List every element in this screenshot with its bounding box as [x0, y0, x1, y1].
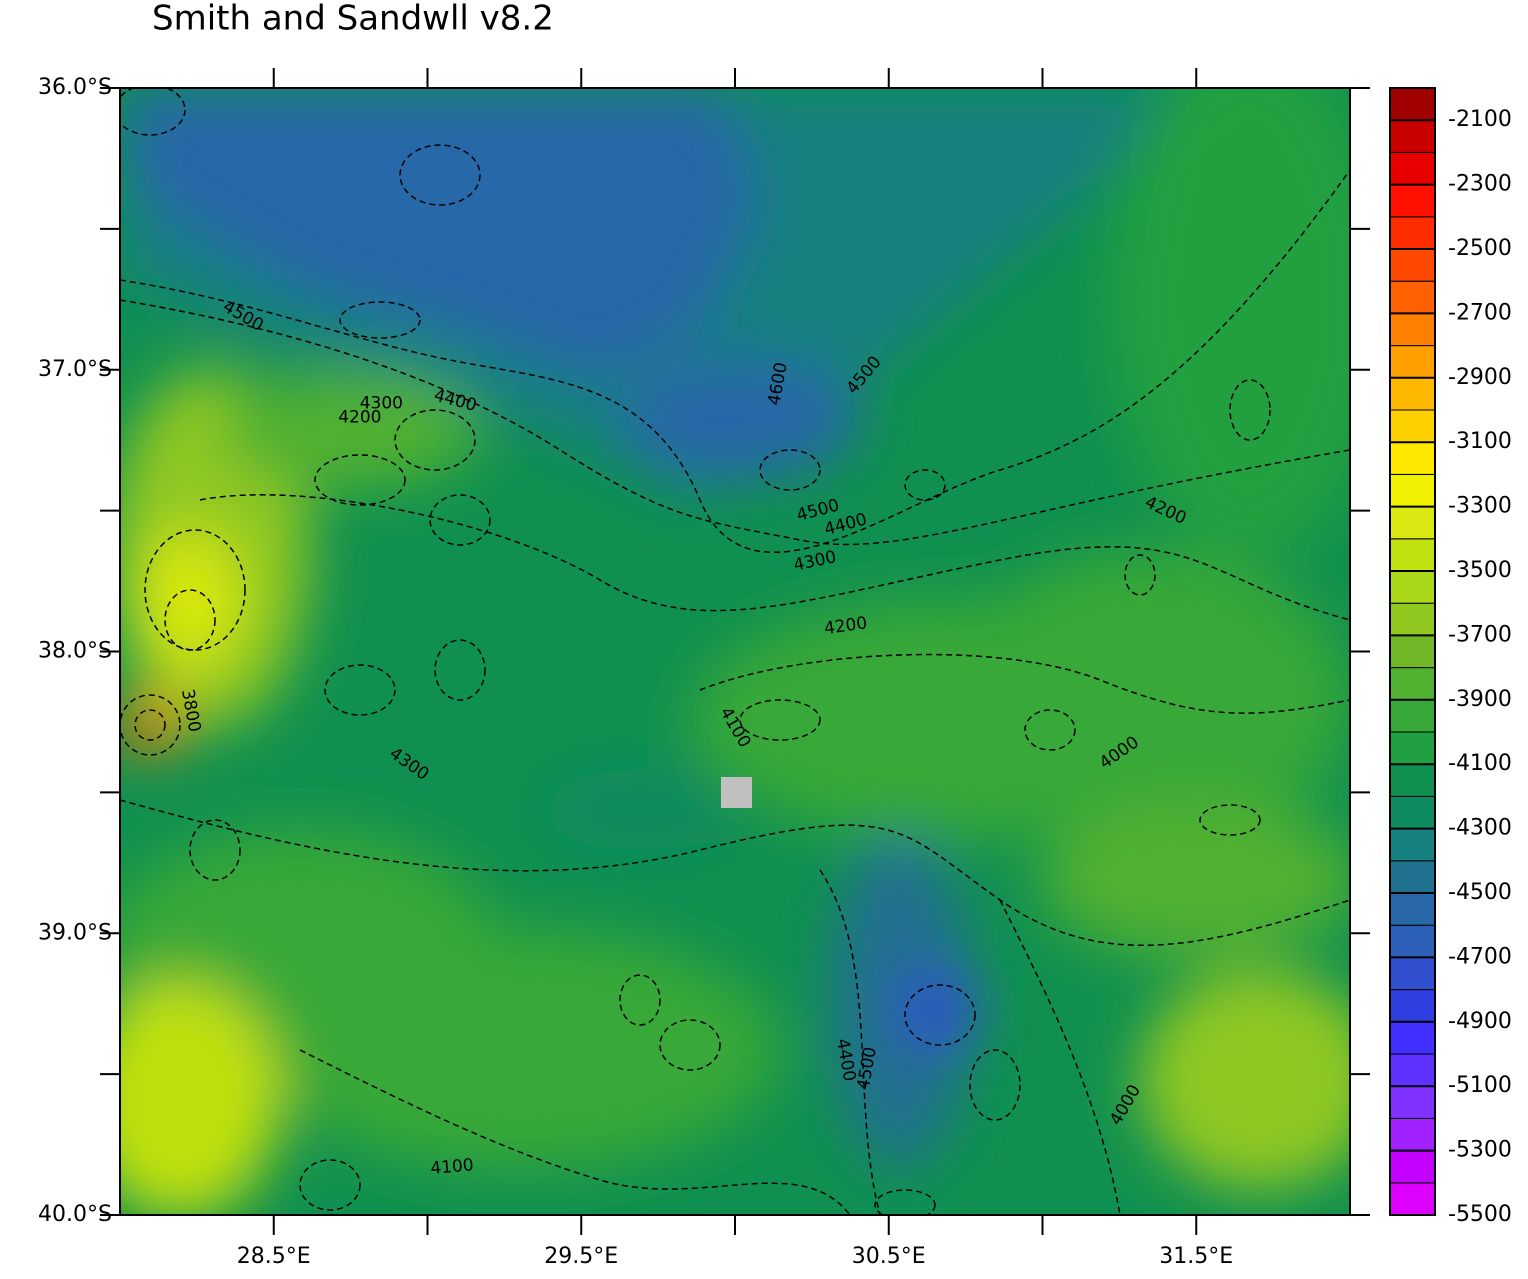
y-tick-label: 40.0°S — [38, 1202, 112, 1227]
colorbar-box — [1389, 248, 1436, 282]
colorbar-label: -3300 — [1448, 494, 1512, 519]
colorbar-label: -5100 — [1448, 1073, 1512, 1098]
colorbar-box — [1389, 989, 1436, 1023]
colorbar-box — [1389, 1117, 1436, 1152]
colorbar-box — [1389, 763, 1436, 797]
x-tick-label: 29.5°E — [544, 1244, 618, 1269]
colorbar-box — [1389, 795, 1436, 830]
y-tick-label: 39.0°S — [38, 920, 112, 945]
colorbar-box — [1389, 1150, 1436, 1184]
colorbar-label: -4900 — [1448, 1009, 1512, 1034]
colorbar-box — [1389, 87, 1436, 121]
colorbar-box — [1389, 538, 1436, 572]
colorbar-box — [1389, 345, 1436, 379]
colorbar-label: -3500 — [1448, 558, 1512, 583]
colorbar-label: -5300 — [1448, 1138, 1512, 1163]
colorbar-box — [1389, 473, 1436, 508]
colorbar-label: -2300 — [1448, 172, 1512, 197]
colorbar-box — [1389, 280, 1436, 314]
x-tick-label: 28.5°E — [237, 1244, 311, 1269]
colorbar-box — [1389, 216, 1436, 250]
bathymetry-field — [120, 88, 1350, 1215]
colorbar-label: -3100 — [1448, 429, 1512, 454]
y-tick-label: 36.0°S — [38, 75, 112, 100]
colorbar-box — [1389, 151, 1436, 186]
contour-label: 4200 — [338, 408, 381, 428]
y-tick-label: 37.0°S — [38, 357, 112, 382]
colorbar-box — [1389, 731, 1436, 765]
colorbar-label: -2700 — [1448, 300, 1512, 325]
colorbar-box — [1389, 860, 1436, 894]
colorbar-label: -4300 — [1448, 816, 1512, 841]
colorbar-box — [1389, 667, 1436, 701]
colorbar-label: -5500 — [1448, 1202, 1512, 1227]
colorbar-box — [1389, 1182, 1436, 1216]
colorbar-label: -4100 — [1448, 751, 1512, 776]
colorbar-label: -3900 — [1448, 687, 1512, 712]
colorbar-box — [1389, 699, 1436, 733]
y-tick-label: 38.0°S — [38, 639, 112, 664]
colorbar-box — [1389, 441, 1436, 475]
colorbar-box — [1389, 119, 1436, 153]
colorbar-box — [1389, 634, 1436, 669]
colorbar-box — [1389, 409, 1436, 443]
colorbar-label: -2500 — [1448, 236, 1512, 261]
contour-label: 4300 — [360, 394, 403, 414]
colorbar-label: -4700 — [1448, 944, 1512, 969]
colorbar-box — [1389, 602, 1436, 636]
contour-label: 4100 — [430, 1155, 475, 1179]
colorbar-box — [1389, 506, 1436, 540]
colorbar-box — [1389, 828, 1436, 862]
colorbar-box — [1389, 1053, 1436, 1087]
x-tick-label: 30.5°E — [852, 1244, 926, 1269]
chart-title: Smith and Sandwll v8.2 — [152, 0, 554, 39]
colorbar-box — [1389, 1085, 1436, 1119]
colorbar-box — [1389, 377, 1436, 411]
colorbar-box — [1389, 1021, 1436, 1055]
colorbar-label: -2100 — [1448, 107, 1512, 132]
colorbar-label: -3700 — [1448, 622, 1512, 647]
x-tick-label: 31.5°E — [1159, 1244, 1233, 1269]
colorbar-label: -4500 — [1448, 880, 1512, 905]
colorbar-box — [1389, 956, 1436, 991]
colorbar-box — [1389, 312, 1436, 347]
colorbar-box — [1389, 924, 1436, 958]
colorbar-label: -2900 — [1448, 365, 1512, 390]
colorbar-box — [1389, 184, 1436, 218]
colorbar-box — [1389, 570, 1436, 604]
colorbar-box — [1389, 892, 1436, 926]
